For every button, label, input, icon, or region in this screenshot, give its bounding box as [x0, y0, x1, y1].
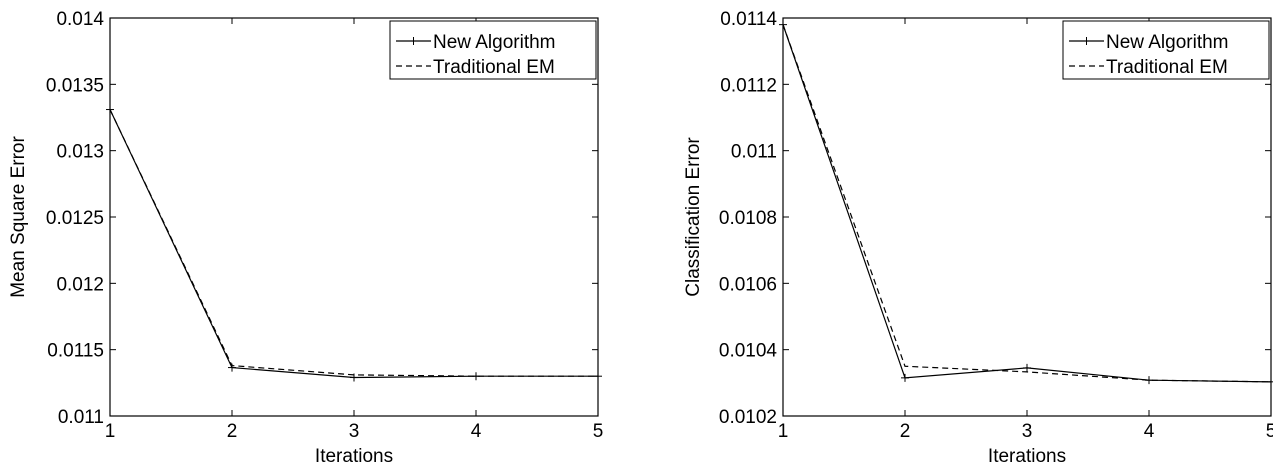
chart-1-new-algorithm-point — [594, 372, 602, 381]
chart-1-ytick-label: 0.014 — [56, 9, 104, 30]
chart-2-ytick-label: 0.011 — [731, 142, 777, 163]
chart-1-legend-label: Traditional EM — [433, 57, 555, 78]
chart-2-ytick-label: 0.0102 — [719, 407, 777, 428]
chart-1-xlabel: Iterations — [315, 446, 393, 464]
chart-2-xlabel: Iterations — [988, 446, 1066, 464]
chart-2-legend-label: Traditional EM — [1106, 57, 1228, 78]
chart-2-legend: New Algorithm Traditional EM — [1062, 20, 1270, 80]
chart-2-ylabel: Classification Error — [683, 137, 704, 297]
chart-2-ytick-label: 0.0112 — [720, 75, 777, 96]
chart-1-new-algorithm-point — [228, 363, 236, 372]
chart-1: 1 2 3 4 5 0.011 0.0115 0.012 0.0125 0.013 0.0135 0.… — [8, 9, 603, 464]
chart-2-xtick-label: 3 — [1022, 421, 1033, 442]
chart-1-xtick-label: 2 — [227, 421, 238, 442]
chart-2-xtick-label: 5 — [1266, 421, 1273, 442]
chart-1-xtick-label: 1 — [105, 421, 116, 442]
chart-2: 1 2 3 4 5 0.0102 0.0104 0.0106 0.0108 0.011 0.0112… — [683, 9, 1273, 464]
chart-1-legend: New Algorithm Traditional EM — [389, 20, 597, 80]
chart-1-ytick-label: 0.0125 — [46, 208, 104, 229]
chart-2-ytick-label: 0.0114 — [720, 9, 777, 30]
chart-1-ytick-label: 0.0135 — [46, 75, 104, 96]
chart-1-legend-label: New Algorithm — [433, 32, 556, 53]
chart-2-new-algorithm-point — [1023, 363, 1031, 372]
chart-1-new-algorithm-point — [472, 372, 480, 381]
chart-2-new-algorithm-point — [1145, 376, 1153, 385]
chart-1-ytick-label: 0.013 — [56, 142, 104, 163]
chart-1-xtick-label: 5 — [593, 421, 604, 442]
chart-2-legend-label: New Algorithm — [1106, 32, 1229, 53]
chart-1-new-algorithm-point — [106, 105, 114, 114]
chart-1-ytick-label: 0.0115 — [47, 341, 104, 362]
chart-2-ytick-label: 0.0108 — [719, 208, 777, 229]
chart-1-series-new-algorithm-line — [109, 109, 598, 379]
chart-1-ytick-label: 0.012 — [56, 274, 104, 295]
chart-2-legend-box — [1062, 20, 1270, 80]
chart-2-xtick-label: 2 — [900, 421, 911, 442]
chart-2-new-algorithm-point — [901, 373, 909, 382]
chart-1-xtick-label: 4 — [471, 421, 482, 442]
chart-2-xtick-label: 1 — [778, 421, 789, 442]
chart-2-ytick-label: 0.0104 — [719, 341, 778, 362]
chart-1-ylabel: Mean Square Error — [8, 136, 29, 298]
chart-1-xtick-label: 3 — [349, 421, 360, 442]
chart-1-legend-box — [389, 20, 597, 80]
chart-1-ytick-label: 0.011 — [58, 407, 104, 428]
chart-1-series-traditional-em-line — [109, 109, 598, 377]
chart-2-new-algorithm-point — [1267, 377, 1273, 386]
chart-2-xtick-label: 4 — [1144, 421, 1155, 442]
chart-2-ytick-label: 0.0106 — [719, 274, 777, 295]
chart-2-new-algorithm-point — [779, 20, 787, 29]
chart-1-new-algorithm-point — [350, 373, 358, 382]
